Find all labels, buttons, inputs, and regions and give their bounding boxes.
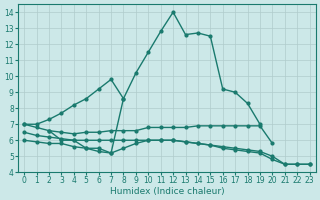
X-axis label: Humidex (Indice chaleur): Humidex (Indice chaleur) [109,187,224,196]
